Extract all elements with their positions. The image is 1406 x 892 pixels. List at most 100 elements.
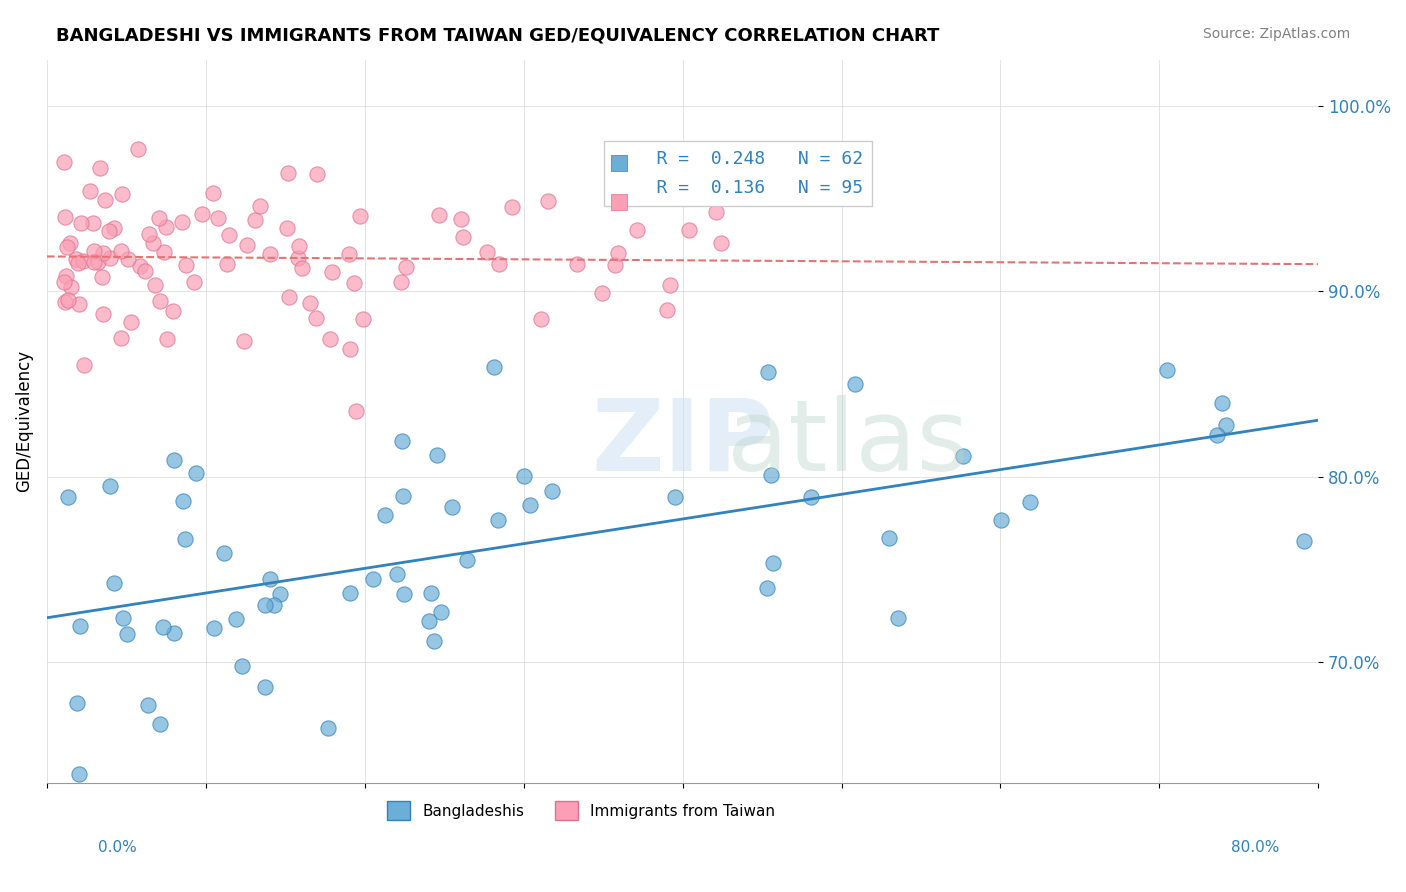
- Point: [278, 290, 301, 304]
- Point: [115, 626, 138, 640]
- Point: [501, 200, 523, 214]
- Point: [344, 403, 367, 417]
- Point: [484, 359, 506, 374]
- Point: [486, 513, 509, 527]
- Point: [374, 508, 396, 522]
- Point: [254, 680, 277, 694]
- Point: [129, 259, 152, 273]
- Point: [761, 556, 783, 570]
- Point: [91, 307, 114, 321]
- Point: [98, 224, 121, 238]
- Point: [291, 260, 314, 275]
- Point: [56, 293, 79, 307]
- Point: [339, 585, 361, 599]
- Point: [709, 236, 731, 251]
- Point: [72, 253, 94, 268]
- Point: [440, 500, 463, 514]
- Text: BANGLADESHI VS IMMIGRANTS FROM TAIWAN GED/EQUIVALENCY CORRELATION CHART: BANGLADESHI VS IMMIGRANTS FROM TAIWAN GE…: [56, 27, 939, 45]
- Point: [163, 625, 186, 640]
- Point: [162, 304, 184, 318]
- Point: [259, 247, 281, 261]
- Point: [392, 489, 415, 503]
- Point: [361, 572, 384, 586]
- Point: [298, 296, 321, 310]
- Point: [456, 553, 478, 567]
- Point: [276, 220, 298, 235]
- Point: [111, 610, 134, 624]
- Point: [117, 252, 139, 266]
- Point: [655, 303, 678, 318]
- Point: [55, 268, 77, 283]
- Point: [212, 546, 235, 560]
- Point: [877, 531, 900, 545]
- Point: [98, 479, 121, 493]
- Point: [423, 634, 446, 648]
- Point: [155, 219, 177, 234]
- Point: [277, 166, 299, 180]
- Point: [120, 316, 142, 330]
- Point: [231, 659, 253, 673]
- Point: [149, 293, 172, 308]
- Point: [79, 184, 101, 198]
- Text: atlas: atlas: [727, 394, 969, 491]
- Point: [1156, 363, 1178, 377]
- Point: [990, 513, 1012, 527]
- Point: [110, 244, 132, 259]
- Point: [429, 208, 451, 222]
- Point: [83, 254, 105, 268]
- Point: [664, 490, 686, 504]
- Point: [111, 186, 134, 201]
- Point: [156, 332, 179, 346]
- Point: [519, 498, 541, 512]
- Point: [420, 586, 443, 600]
- Point: [704, 204, 727, 219]
- Point: [59, 235, 82, 250]
- Point: [152, 620, 174, 634]
- Point: [143, 277, 166, 292]
- Point: [183, 276, 205, 290]
- Point: [530, 312, 553, 326]
- Point: [756, 581, 779, 595]
- Point: [537, 194, 560, 208]
- Point: [288, 239, 311, 253]
- Point: [69, 216, 91, 230]
- Point: [418, 614, 440, 628]
- Point: [305, 311, 328, 326]
- Point: [259, 572, 281, 586]
- Text: R =  0.248   N = 62
    R =  0.136   N = 95: R = 0.248 N = 62 R = 0.136 N = 95: [613, 150, 863, 197]
- Point: [567, 257, 589, 271]
- Point: [352, 311, 374, 326]
- Point: [134, 264, 156, 278]
- Point: [149, 716, 172, 731]
- Point: [172, 494, 194, 508]
- Point: [52, 275, 75, 289]
- Legend: Bangladeshis, Immigrants from Taiwan: Bangladeshis, Immigrants from Taiwan: [381, 795, 780, 826]
- Point: [475, 244, 498, 259]
- Point: [1018, 495, 1040, 509]
- Point: [236, 238, 259, 252]
- Point: [307, 167, 329, 181]
- Point: [254, 598, 277, 612]
- Point: [66, 697, 89, 711]
- Point: [392, 586, 415, 600]
- Point: [451, 229, 474, 244]
- Point: [287, 251, 309, 265]
- Y-axis label: GED/Equivalency: GED/Equivalency: [15, 351, 32, 492]
- Point: [52, 155, 75, 169]
- Text: Source: ZipAtlas.com: Source: ZipAtlas.com: [1202, 27, 1350, 41]
- Point: [450, 211, 472, 226]
- Point: [174, 259, 197, 273]
- Point: [186, 466, 208, 480]
- Point: [67, 766, 90, 780]
- Point: [886, 610, 908, 624]
- Point: [225, 611, 247, 625]
- Point: [756, 366, 779, 380]
- Point: [53, 210, 76, 224]
- Point: [170, 215, 193, 229]
- Point: [800, 490, 823, 504]
- Point: [55, 295, 77, 310]
- Point: [426, 449, 449, 463]
- Point: [87, 255, 110, 269]
- Point: [349, 209, 371, 223]
- Text: ZIP: ZIP: [591, 394, 775, 491]
